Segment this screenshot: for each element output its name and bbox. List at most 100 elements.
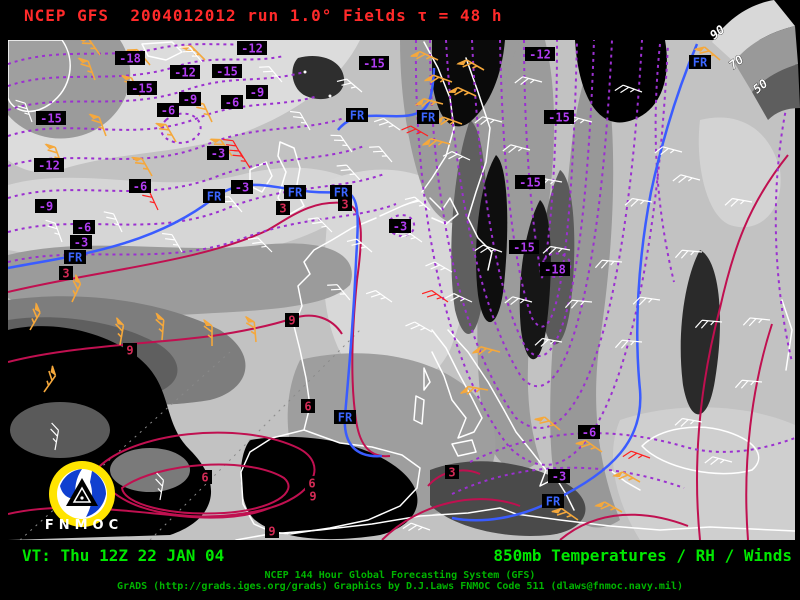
wind-barb — [514, 76, 543, 86]
map-area: -18 -12 -15 -15 -9 -6 -9 -6 -15 -12 -9 -6 -3 -6 -3 -3 -1… — [7, 37, 796, 541]
wind-barb — [672, 174, 701, 184]
wind-barb — [244, 315, 257, 343]
temp-label: 9 — [285, 313, 299, 328]
svg-text:-9: -9 — [250, 86, 264, 100]
temp-label: -15 — [212, 64, 242, 79]
wind-barb — [259, 66, 283, 83]
contour-labels-layer: -18 -12 -15 -15 -9 -6 -9 -6 -15 -12 -9 -6 -3 -6 -3 -3 -1… — [34, 41, 711, 539]
wind-barb — [442, 151, 471, 161]
wind-barb — [594, 501, 623, 513]
wind-barb — [247, 237, 273, 253]
temp-label: -3 — [389, 219, 411, 234]
wind-barb — [734, 379, 763, 389]
fnmoc-logo — [49, 461, 115, 527]
svg-text:-6: -6 — [161, 104, 175, 118]
svg-text:-3: -3 — [235, 181, 249, 195]
temp-label: -12 — [525, 47, 555, 62]
wind-barb — [614, 339, 643, 349]
wind-barb — [742, 317, 771, 327]
wind-barb — [404, 196, 431, 211]
svg-text:FR: FR — [421, 111, 436, 125]
temp-label: -12 — [237, 41, 267, 56]
svg-text:-6: -6 — [225, 96, 239, 110]
temp-label: -9 — [246, 85, 268, 100]
product-title-text: 850mb Temperatures / RH / Winds — [493, 546, 792, 565]
temp-label: -3 — [207, 146, 229, 161]
svg-text:-3: -3 — [211, 147, 225, 161]
temp-label: -3 — [548, 469, 570, 484]
svg-text:-6: -6 — [133, 180, 147, 194]
svg-text:-9: -9 — [39, 200, 53, 214]
credit-line-2: GrADS (http://grads.iges.org/grads) Grap… — [117, 581, 683, 592]
svg-text:3: 3 — [279, 202, 286, 216]
wind-barb — [693, 46, 721, 61]
temp-label: -15 — [359, 56, 389, 71]
wind-barb — [704, 456, 733, 466]
svg-text:9: 9 — [268, 525, 275, 539]
wind-barb — [612, 471, 641, 483]
wind-barb — [724, 197, 753, 207]
wind-barb — [474, 116, 503, 126]
wind-barb — [534, 337, 563, 347]
temp-label: 6 — [198, 470, 212, 485]
fr-label: FR — [346, 108, 368, 123]
wind-barb — [369, 146, 393, 163]
svg-text:6: 6 — [201, 471, 208, 485]
temp-label: -15 — [544, 110, 574, 125]
svg-text:FR: FR — [338, 411, 353, 425]
logo-triangle — [66, 478, 98, 506]
wind-barb — [223, 138, 244, 159]
temp-label: 9 — [265, 524, 279, 539]
wind-barb — [15, 99, 33, 123]
wind-barb — [550, 507, 579, 521]
svg-text:6: 6 — [304, 400, 311, 414]
wind-barb — [346, 238, 373, 253]
svg-text:6: 6 — [308, 477, 315, 491]
svg-text:-15: -15 — [513, 241, 535, 255]
wind-barb — [674, 417, 703, 427]
wind-barb — [474, 244, 503, 254]
temp-label: -15 — [515, 175, 545, 190]
svg-text:-12: -12 — [241, 42, 263, 56]
wind-barb — [421, 289, 449, 303]
svg-text:FR: FR — [334, 186, 349, 200]
wind-barb — [307, 217, 333, 233]
wind-barb — [29, 302, 41, 331]
temp-label: -15 — [36, 111, 66, 126]
svg-text:-12: -12 — [529, 48, 551, 62]
svg-text:FR: FR — [288, 186, 303, 200]
svg-text:-15: -15 — [519, 176, 541, 190]
svg-text:3: 3 — [62, 267, 69, 281]
wind-barb — [425, 261, 453, 273]
wind-barb — [336, 164, 361, 181]
wind-barb — [50, 422, 60, 451]
wind-barb — [155, 472, 165, 501]
wind-barb — [444, 293, 473, 303]
svg-text:-18: -18 — [544, 263, 566, 277]
temp-label: -3 — [231, 180, 253, 195]
wind-barb — [502, 144, 531, 154]
wind-barb — [674, 249, 703, 259]
rh-legend-fan: 90 70 50 — [707, 0, 800, 120]
temp-label: -15 — [127, 81, 157, 96]
temp-label: -6 — [73, 220, 95, 235]
wind-barb — [336, 78, 363, 93]
wind-barb — [624, 197, 653, 207]
wind-barb — [456, 59, 485, 71]
svg-text:-3: -3 — [552, 470, 566, 484]
wind-barb — [290, 110, 311, 131]
temp-label: -15 — [509, 240, 539, 255]
wind-barb — [654, 146, 683, 156]
fr-label: FR — [284, 185, 306, 200]
temp-label: 6 — [301, 399, 315, 414]
wind-barb — [365, 289, 393, 303]
svg-text:FR: FR — [207, 190, 222, 204]
wind-barb — [542, 245, 571, 255]
logo-inner-triangle — [72, 486, 92, 503]
svg-text:-12: -12 — [174, 66, 196, 80]
wind-barb — [162, 232, 183, 253]
wind-barb — [401, 125, 429, 137]
wind-barb — [229, 149, 251, 169]
temp-label: -12 — [34, 158, 64, 173]
svg-text:-9: -9 — [183, 93, 197, 107]
